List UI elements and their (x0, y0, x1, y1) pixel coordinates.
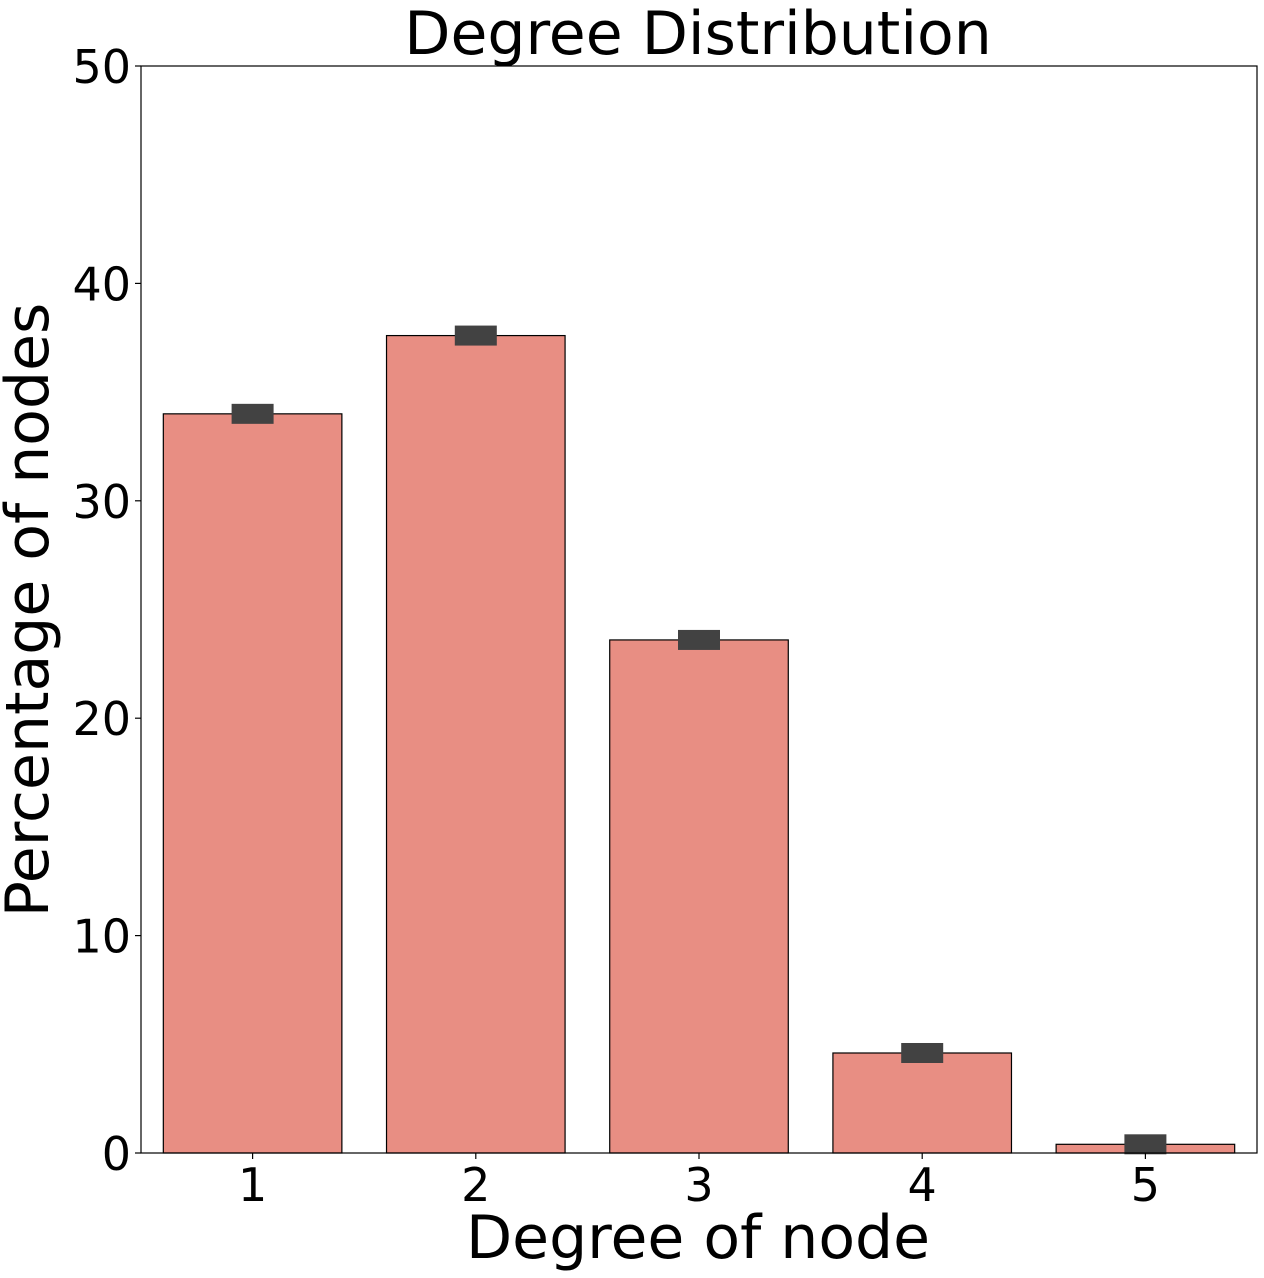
error-bar-degree-5 (1124, 1134, 1167, 1155)
error-bars-group (231, 325, 1167, 1155)
error-bar-degree-1 (231, 403, 274, 424)
bars-group (162, 334, 1236, 1154)
y-tick-label: 50 (72, 40, 131, 94)
plot-frame (140, 65, 1258, 1154)
chart-title: Degree Distribution (404, 0, 992, 69)
error-bar-degree-4 (901, 1042, 944, 1063)
y-axis-ticks: 0 10 20 30 40 50 (72, 40, 141, 1181)
bar-degree-4 (832, 1052, 1013, 1154)
bar-degree-1 (162, 413, 343, 1154)
y-tick-label: 20 (72, 692, 131, 746)
bar-degree-2 (385, 334, 566, 1154)
error-bar-degree-2 (454, 325, 497, 346)
bar-degree-3 (609, 639, 789, 1154)
y-tick-label: 10 (72, 910, 131, 964)
y-tick-label: 40 (72, 257, 131, 311)
x-axis-label: Degree of node (466, 1203, 930, 1273)
x-tick-label: 5 (1131, 1158, 1160, 1212)
x-tick-label: 4 (908, 1158, 937, 1212)
x-tick-label: 1 (238, 1158, 267, 1212)
x-tick-label: 2 (461, 1158, 490, 1212)
y-tick-label: 30 (72, 475, 131, 529)
x-tick-label: 3 (684, 1158, 713, 1212)
y-tick-label: 0 (102, 1127, 131, 1181)
error-bar-degree-3 (678, 629, 720, 650)
y-axis-label: Percentage of nodes (0, 303, 63, 918)
x-axis-ticks: 1 2 3 4 5 (238, 1153, 1160, 1212)
